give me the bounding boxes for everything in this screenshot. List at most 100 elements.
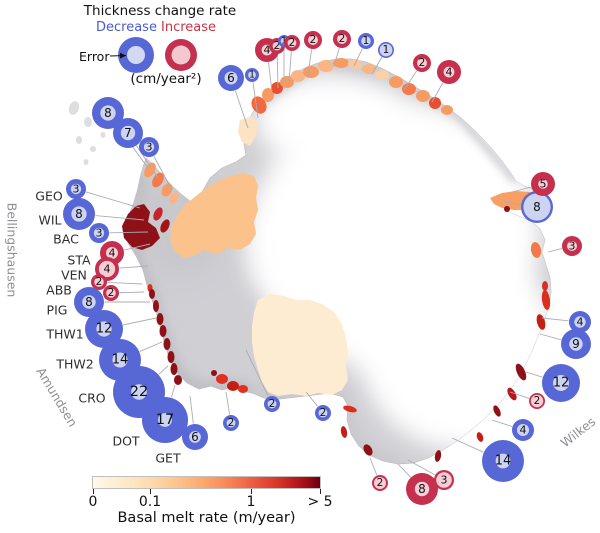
shelf-label-GEO: GEO	[35, 189, 63, 204]
bubble-error-circle	[287, 38, 297, 48]
bubble-error-circle	[530, 394, 544, 408]
bubble-increase-3: 3	[562, 236, 582, 256]
leader-line	[119, 291, 145, 294]
bubble-value: 4	[109, 247, 116, 260]
ross-ice-shelf	[252, 294, 348, 396]
shelf-label-VEN: VEN	[61, 268, 87, 283]
bubble-increase-2: 2	[103, 285, 119, 301]
bubble-value: 22	[130, 384, 148, 400]
bubble-decrease-8: 8	[521, 191, 553, 223]
bubble-value: 2	[310, 34, 317, 46]
leader-line	[403, 70, 418, 91]
bubble-value: 1	[363, 35, 370, 47]
bubble-decrease-7: 7	[113, 118, 143, 148]
leader-line	[397, 463, 411, 478]
bubble-decrease-12: 12	[542, 364, 580, 402]
legend-decrease-error-circle	[127, 46, 145, 64]
bubble-error-circle	[574, 316, 586, 328]
bubble-value: 1	[249, 70, 255, 81]
leader-line	[109, 231, 149, 234]
leader-lines	[85, 47, 569, 478]
legend-increase-label: Increase	[161, 20, 217, 35]
legend-title: Thickness change rate	[83, 3, 237, 19]
leader-line	[369, 457, 378, 476]
bubble-value: 8	[75, 207, 83, 221]
bubble-value: 2	[269, 398, 276, 410]
colorbar-tick-label: 1	[246, 494, 256, 510]
leader-line	[541, 317, 569, 322]
leader-line	[503, 201, 521, 205]
bubble-value: 2	[96, 276, 103, 288]
shelf-label-CRO: CRO	[78, 391, 105, 406]
shelf-label-DOT: DOT	[112, 434, 139, 449]
bubble-value: 2	[228, 417, 235, 429]
ice-shelf-patches	[122, 58, 551, 462]
bubble-value: 2	[534, 395, 541, 407]
colorbar-gradient	[92, 476, 321, 489]
bubble-increase-2: 2	[284, 35, 300, 51]
bubble-value: 2	[289, 37, 296, 49]
leader-line	[333, 47, 340, 67]
shelf-label-STA: STA	[67, 253, 91, 268]
bubble-decrease-1: 1	[245, 68, 259, 82]
bubble-error-circle	[112, 352, 128, 368]
bubble-decrease-6: 6	[182, 424, 208, 450]
bubble-error-circle	[224, 71, 238, 85]
bubble-decrease-12: 12	[85, 310, 123, 348]
bubble-decrease-8: 8	[92, 97, 124, 129]
leader-line	[171, 384, 176, 398]
shelf-label-THW2: THW2	[55, 357, 93, 372]
colorbar-tick	[149, 489, 151, 494]
bubble-error-circle	[374, 477, 386, 489]
bubble-value: 12	[553, 376, 570, 391]
bubble-decrease-1: 1	[378, 42, 394, 58]
leader-line	[371, 57, 383, 75]
bubble-error-circle	[567, 241, 577, 251]
bubble-error-circle	[93, 227, 105, 239]
bubble-error-circle	[516, 423, 530, 437]
shelf-label-PIG: PIG	[47, 303, 68, 318]
bubble-error-circle	[308, 35, 318, 45]
bubble-decrease-9: 9	[561, 329, 591, 359]
bubble-value: 2	[339, 33, 346, 45]
leader-line	[139, 341, 163, 352]
bubble-decrease-14: 14	[482, 440, 524, 482]
bubble-value: 4	[104, 263, 111, 276]
bubble-error-circle	[189, 431, 201, 443]
bubble-value: 2	[274, 40, 281, 52]
leader-line	[153, 156, 173, 191]
bubble-decrease-3: 3	[66, 179, 86, 199]
bubble-value: 8	[418, 482, 426, 496]
leader-line	[252, 82, 259, 119]
bubble-error-circle	[361, 36, 371, 46]
bubble-value: 12	[96, 322, 113, 337]
bubble-error-circle	[248, 71, 256, 79]
colorbar-tick	[320, 489, 321, 494]
bubble-error-circle	[96, 321, 112, 337]
leader-line	[276, 54, 279, 89]
leader-line	[307, 49, 313, 75]
bubble-decrease-2: 2	[223, 415, 239, 431]
bubble-error-circle	[158, 413, 172, 427]
bubble-decrease-3: 3	[89, 223, 109, 243]
bubble-value: 14	[495, 454, 512, 469]
shelf-label-THW1: THW1	[45, 327, 83, 342]
bubble-decrease-1: 1	[358, 33, 374, 49]
bubble-value: 6	[227, 71, 235, 85]
bubble-error-circle	[226, 418, 236, 428]
error-arrow	[109, 52, 127, 59]
antarctica-landmass	[124, 58, 552, 465]
shelf-label-WIL: WIL	[38, 213, 61, 228]
bubble-decrease-6: 6	[218, 65, 244, 91]
bubble-value: 4	[520, 424, 527, 437]
legend-units-label: (cm/year²)	[130, 71, 202, 87]
bubble-value: 3	[73, 183, 80, 196]
legend-error-label: Error	[79, 49, 110, 64]
leader-line	[158, 365, 169, 375]
leader-line	[511, 186, 532, 193]
leader-line	[245, 349, 269, 397]
